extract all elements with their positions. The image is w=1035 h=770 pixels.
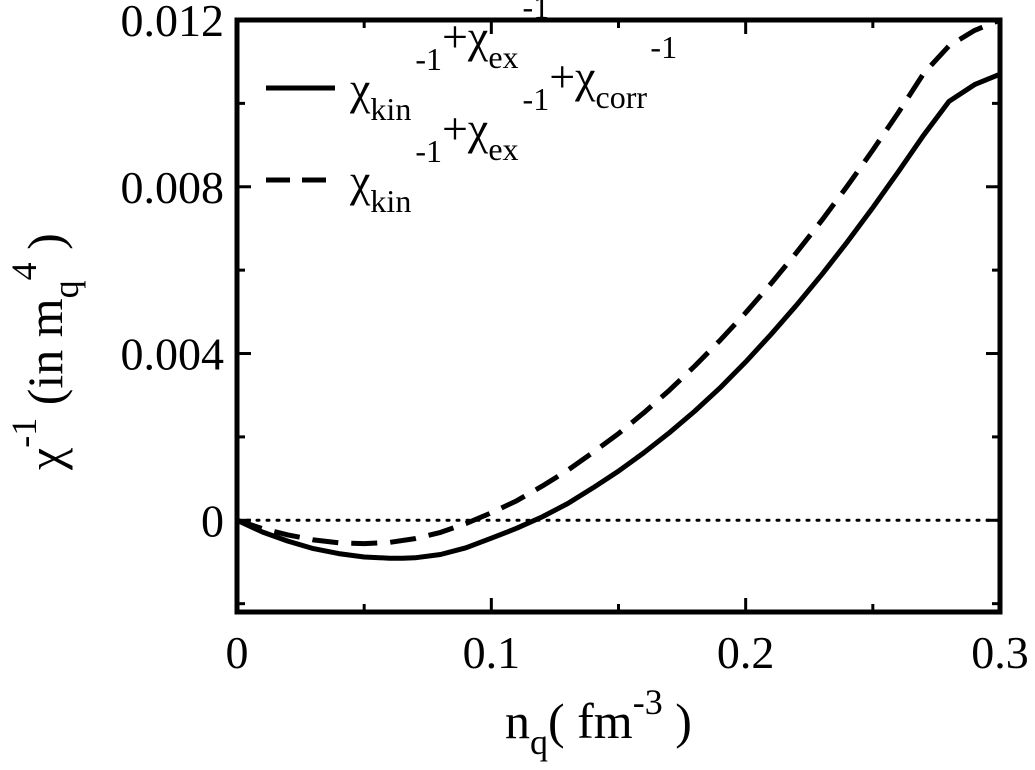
legend-term-subscript: corr — [596, 79, 648, 115]
y-tick-label: 0.004 — [121, 329, 225, 380]
x-axis-label-base: n — [505, 693, 530, 749]
series-line-1-solid — [237, 71, 1000, 561]
legend-term-base: +χ — [442, 11, 489, 62]
legend-term-subscript: ex — [488, 39, 518, 75]
x-tick-label: 0.2 — [717, 627, 775, 678]
y-axis-label-close: ) — [17, 233, 73, 262]
x-tick-label: 0 — [226, 627, 249, 678]
x-axis-label-superscript: -3 — [633, 682, 663, 722]
legend-term-superscript: -1 — [650, 29, 677, 65]
legend-term-superscript: -1 — [523, 81, 550, 117]
y-axis-label-base: χ — [17, 448, 73, 471]
legend-term-base: χ — [349, 155, 371, 206]
y-axis-label-exponent: 4 — [4, 262, 44, 280]
legend-entry-2: χkin-1+χex-1+χcorr-1 — [349, 29, 677, 219]
x-axis-label-unit: ( fm — [548, 693, 633, 749]
legend-term-base: +χ — [442, 103, 489, 154]
tick-labels: 0 0.1 0.2 0.3 0 0.004 0.008 0.012 — [121, 0, 1029, 678]
legend-term-superscript: -1 — [523, 0, 550, 25]
y-axis-label-subscript: q — [46, 280, 86, 298]
legend-term-subscript: ex — [488, 131, 518, 167]
legend-term-base: χ — [349, 63, 371, 114]
x-axis-label-close: ) — [663, 693, 692, 749]
y-axis-label-unit: (in m — [17, 298, 73, 418]
x-axis-label: nq( fm-3 ) — [505, 682, 692, 762]
legend-term-subscript: kin — [370, 91, 411, 127]
legend-entry-1: χkin-1+χex-1 — [349, 0, 549, 127]
y-axis-label: χ-1 (in mq4 ) — [4, 233, 86, 471]
y-tick-label: 0.008 — [121, 162, 225, 213]
legend-term-superscript: -1 — [415, 41, 442, 77]
legend-term-base: +χ — [549, 51, 596, 102]
axis-ticks — [235, 18, 1002, 612]
y-tick-label: 0.012 — [121, 0, 225, 46]
x-tick-label: 0.3 — [971, 627, 1029, 678]
x-axis-label-subscript: q — [530, 722, 548, 762]
y-tick-label: 0 — [201, 495, 224, 546]
series-line-2-dashed — [237, 20, 1000, 547]
x-tick-label: 0.1 — [463, 627, 521, 678]
y-axis-label-superscript: -1 — [4, 418, 44, 448]
axis-titles: nq( fm-3 )χ-1 (in mq4 ) — [4, 233, 692, 762]
legend-term-subscript: kin — [370, 183, 411, 219]
legend-term-superscript: -1 — [415, 133, 442, 169]
